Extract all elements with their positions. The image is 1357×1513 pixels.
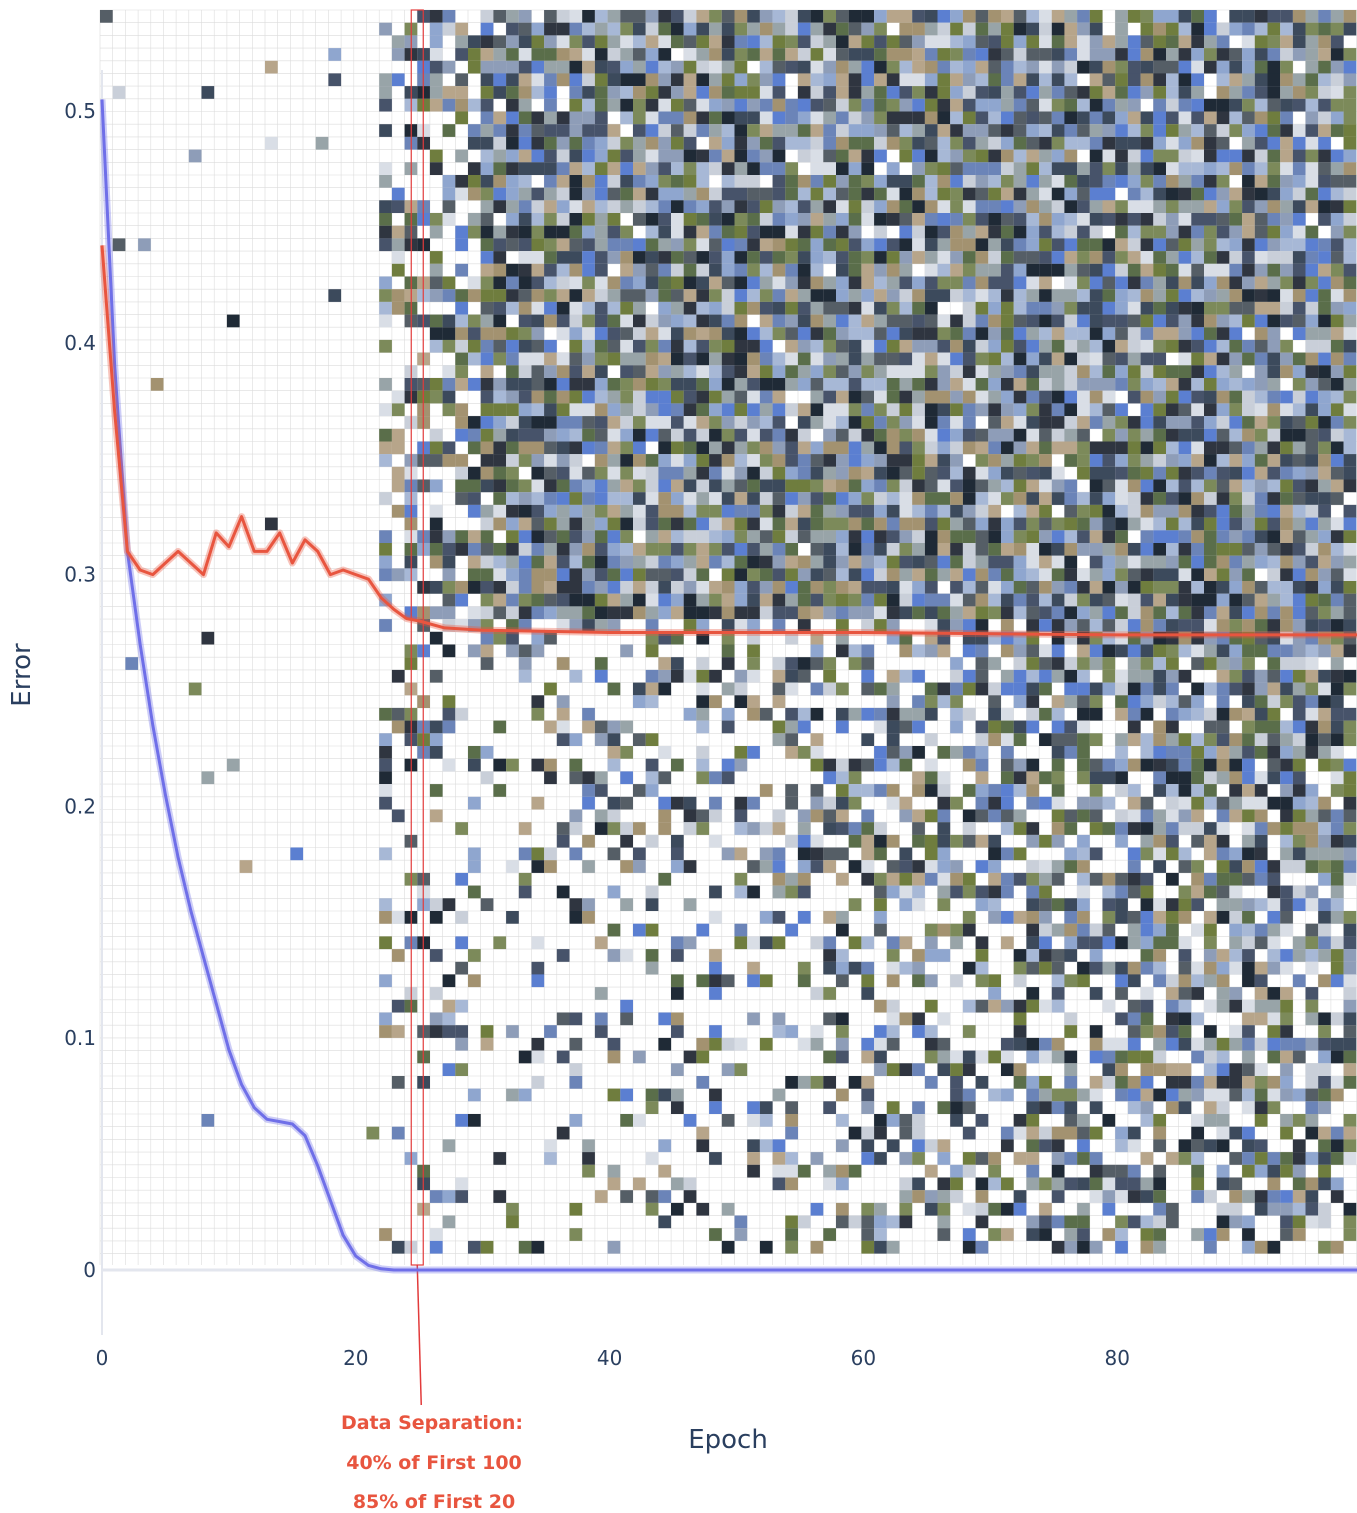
x-tick-label: 20 <box>343 1346 368 1370</box>
annotation-line-3: 85% of First 20 <box>353 1491 515 1513</box>
error-lines <box>100 99 1357 1274</box>
annotation-line-1: Data Separation: <box>341 1412 523 1434</box>
x-tick-label: 80 <box>1104 1346 1129 1370</box>
annotation-line-2: 40% of First 100 <box>346 1452 522 1474</box>
y-axis-title: Error <box>7 643 37 707</box>
x-tick-label: 0 <box>96 1346 109 1370</box>
y-tick-label: 0.4 <box>64 331 96 355</box>
y-tick-label: 0.5 <box>64 99 96 123</box>
separation-pointer <box>416 1264 422 1406</box>
x-axis-ticks: 0 20 40 60 80 <box>96 1346 1130 1370</box>
x-tick-label: 40 <box>597 1346 622 1370</box>
x-axis-title: Epoch <box>688 1425 768 1455</box>
y-axis-ticks: 0 0.1 0.2 0.3 0.4 0.5 <box>64 99 96 1282</box>
x-tick-label: 60 <box>851 1346 876 1370</box>
y-tick-label: 0.3 <box>64 563 96 587</box>
separation-marker <box>410 9 424 1406</box>
y-tick-label: 0.2 <box>64 794 96 818</box>
y-tick-label: 0 <box>83 1258 96 1282</box>
series-line-0 <box>100 99 1357 1272</box>
y-tick-label: 0.1 <box>64 1026 96 1050</box>
series-line-1 <box>100 245 1357 637</box>
